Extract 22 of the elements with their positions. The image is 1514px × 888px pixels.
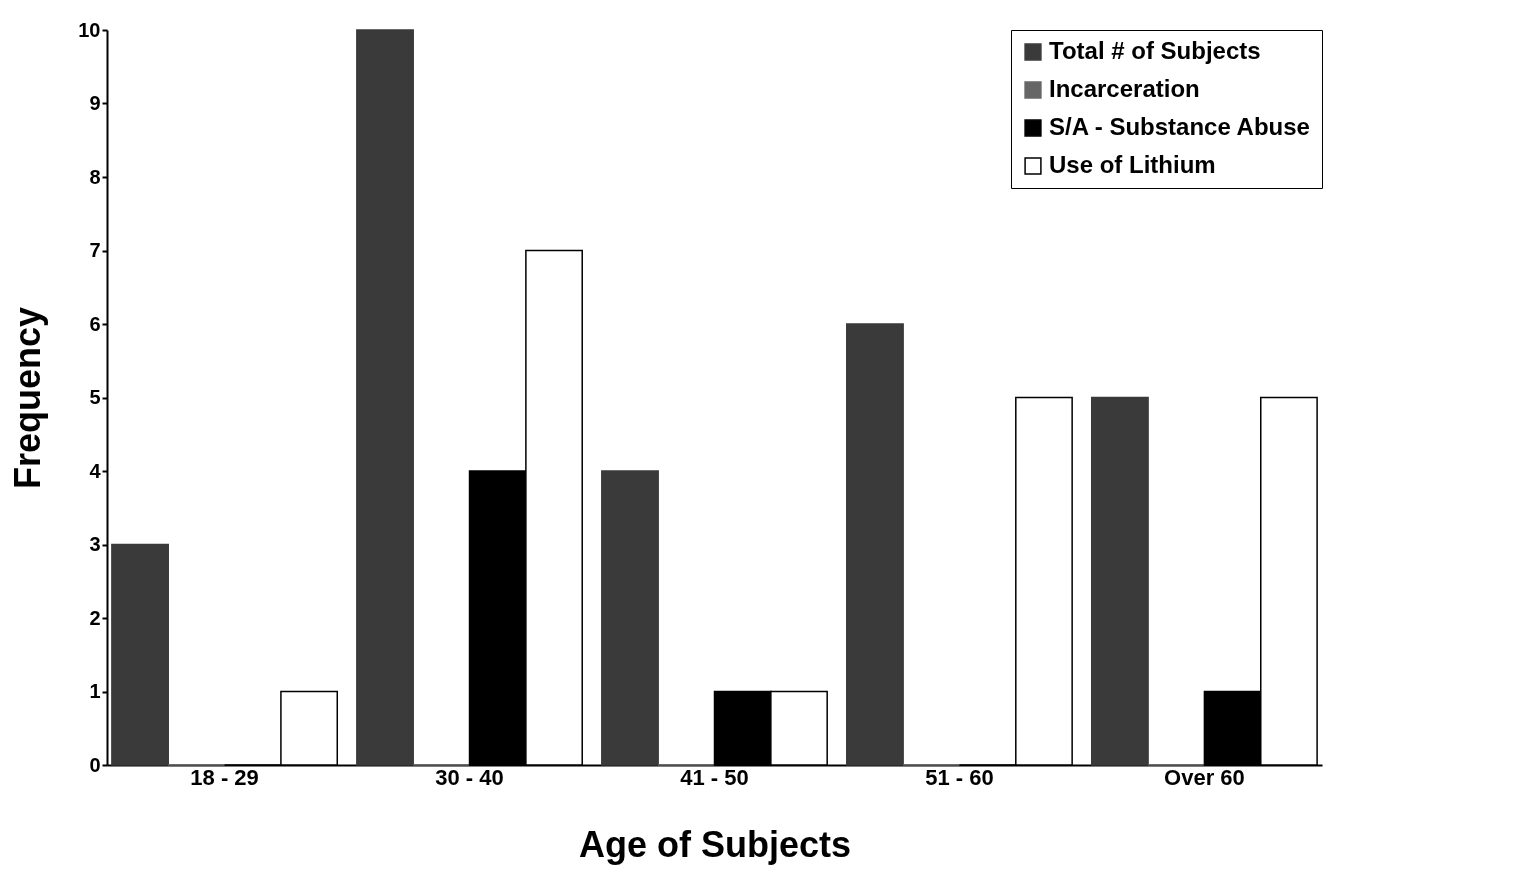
y-tick-label: 10	[78, 18, 101, 41]
legend-label: Incarceration	[1049, 75, 1200, 102]
y-tick-label: 5	[89, 386, 101, 408]
x-axis-title: Age of Subjects	[578, 823, 852, 865]
legend-label: Use of Lithium	[1049, 151, 1216, 178]
x-tick-label: Over 60	[1164, 764, 1245, 790]
legend-label: Total # of Subjects	[1049, 37, 1261, 64]
x-tick-label: 41 - 50	[680, 764, 749, 790]
y-tick-label: 4	[89, 459, 102, 482]
y-axis-title: Frequency	[7, 306, 49, 490]
x-tick-label: 30 - 40	[435, 764, 504, 790]
y-tick-label: 9	[89, 92, 101, 114]
y-tick-label: 3	[89, 533, 101, 555]
legend-label: S/A - Substance Abuse	[1049, 113, 1310, 140]
y-tick-label: 0	[89, 753, 101, 776]
x-tick-label: 51 - 60	[925, 764, 994, 790]
y-tick-label: 1	[89, 680, 101, 702]
y-tick-label: 6	[89, 312, 101, 335]
x-tick-label: 18 - 29	[190, 764, 259, 790]
y-tick-label: 8	[89, 165, 101, 188]
y-tick-label: 7	[89, 239, 101, 261]
y-tick-label: 2	[89, 606, 101, 629]
